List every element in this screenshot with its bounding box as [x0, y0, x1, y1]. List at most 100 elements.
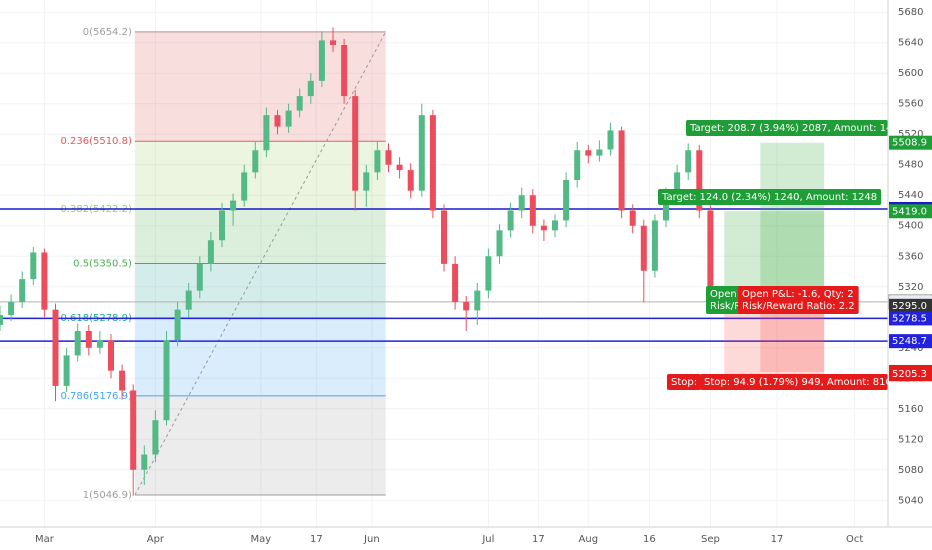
x-tick-label: Sep: [701, 534, 720, 545]
price-tag: [889, 298, 932, 313]
candle-body: [452, 263, 459, 303]
annotation-text: Risk/Re: [710, 301, 747, 312]
candle-body: [596, 149, 603, 156]
candle-body: [352, 96, 359, 191]
y-tick-label: 5400: [898, 221, 923, 232]
candle-body: [196, 263, 203, 291]
y-tick-label: 5040: [898, 495, 923, 506]
candle-body: [296, 96, 303, 111]
y-tick-label: 5520: [898, 129, 923, 140]
x-tick-label: Mar: [35, 534, 55, 545]
candle-body: [263, 115, 270, 151]
y-tick-label: 5240: [898, 343, 923, 354]
candle-body: [241, 172, 248, 201]
candle-body: [19, 279, 26, 303]
price-tag: [889, 135, 932, 150]
candle-body: [274, 115, 281, 127]
candle-body: [63, 355, 70, 386]
fib-label: 0(5654.2): [83, 27, 132, 38]
annotation-text: Open P&L: -1.6, Qty: 2: [742, 289, 854, 300]
x-tick-label: May: [251, 534, 272, 545]
y-tick-label: 5560: [898, 99, 923, 110]
candle-body: [618, 130, 625, 211]
fib-label: 0.786(5176.9): [60, 391, 132, 402]
candle-body: [696, 150, 703, 211]
candle-body: [463, 302, 470, 311]
x-tick-label: 17: [532, 534, 545, 545]
candle-body: [485, 256, 492, 291]
candle-body: [563, 179, 570, 221]
candle-body: [429, 115, 436, 211]
fib-zone: [134, 208, 386, 264]
price-tag: [889, 311, 932, 326]
x-tick-label: 17: [771, 534, 784, 545]
price-tag: [889, 204, 932, 219]
y-tick-label: 5680: [898, 7, 923, 18]
candle-body: [552, 220, 558, 231]
x-tick-label: Oct: [846, 534, 863, 545]
candle-body: [318, 40, 325, 81]
annotation-text: Stop:: [671, 377, 697, 388]
candle-body: [207, 240, 214, 264]
candle-body: [108, 340, 114, 371]
candle-body: [585, 150, 592, 156]
x-tick-label: 17: [310, 534, 323, 545]
candle-body: [496, 230, 503, 257]
candle-body: [685, 150, 692, 173]
y-tick-label: 5480: [898, 160, 923, 171]
fib-zone: [134, 141, 386, 209]
candle-body: [529, 195, 536, 226]
candle-body: [674, 172, 681, 196]
candle-body: [252, 150, 259, 173]
candle-body: [85, 330, 92, 348]
x-tick-label: Aug: [579, 534, 599, 545]
candle-body: [540, 225, 547, 231]
candle-body: [96, 340, 103, 348]
x-tick-label: Apr: [147, 534, 165, 545]
candle-body: [185, 290, 192, 310]
y-tick-label: 5080: [898, 465, 923, 476]
candle-body: [219, 210, 225, 241]
candle-body: [407, 170, 414, 191]
candle-body: [285, 110, 292, 127]
price-tag-label: 5205.3: [892, 369, 927, 380]
candle-body: [374, 150, 381, 173]
fib-label: 0.5(5350.5): [73, 259, 132, 270]
y-tick-label: 5640: [898, 38, 923, 49]
candle-body: [74, 330, 81, 356]
x-tick-label: Jun: [363, 534, 380, 545]
candle-body: [330, 40, 336, 45]
candle-body: [441, 210, 447, 264]
candle-body: [341, 44, 348, 97]
y-tick-label: 5360: [898, 251, 923, 262]
fib-zone: [134, 31, 386, 142]
x-tick-label: 16: [643, 534, 656, 545]
candle-body: [141, 454, 148, 470]
candle-body: [230, 200, 237, 211]
candle-body: [152, 420, 159, 455]
candle-body: [130, 390, 137, 470]
fib-zone: [134, 263, 386, 319]
annotation-text: Risk/Reward Ratio: 2.2: [742, 301, 855, 312]
candle-body: [30, 252, 37, 280]
candle-body: [518, 195, 525, 211]
candle-body: [163, 340, 170, 421]
annotation-box: [686, 120, 888, 136]
candle-body: [0, 314, 3, 325]
price-tag-label: 5508.9: [892, 138, 927, 149]
plot: 0(5654.2)0.236(5510.8)0.382(5422.2)0.5(5…: [0, 0, 888, 527]
target-zone: [760, 142, 825, 306]
annotation-box: [667, 374, 702, 390]
candle-body: [651, 220, 658, 271]
price-tag-label: 5248.7: [892, 336, 927, 347]
candle-body: [640, 225, 647, 271]
candle-body: [418, 115, 425, 191]
annotation-text: Target: 124.0 (2.34%) 1240, Amount: 1248: [661, 192, 877, 203]
candle-body: [474, 290, 481, 311]
candle-body: [363, 172, 370, 191]
annotation-text: Open: [710, 289, 737, 300]
y-tick-label: 5120: [898, 434, 923, 445]
candle-body: [41, 252, 48, 310]
candle-body: [119, 370, 126, 391]
candle-body: [385, 150, 392, 165]
